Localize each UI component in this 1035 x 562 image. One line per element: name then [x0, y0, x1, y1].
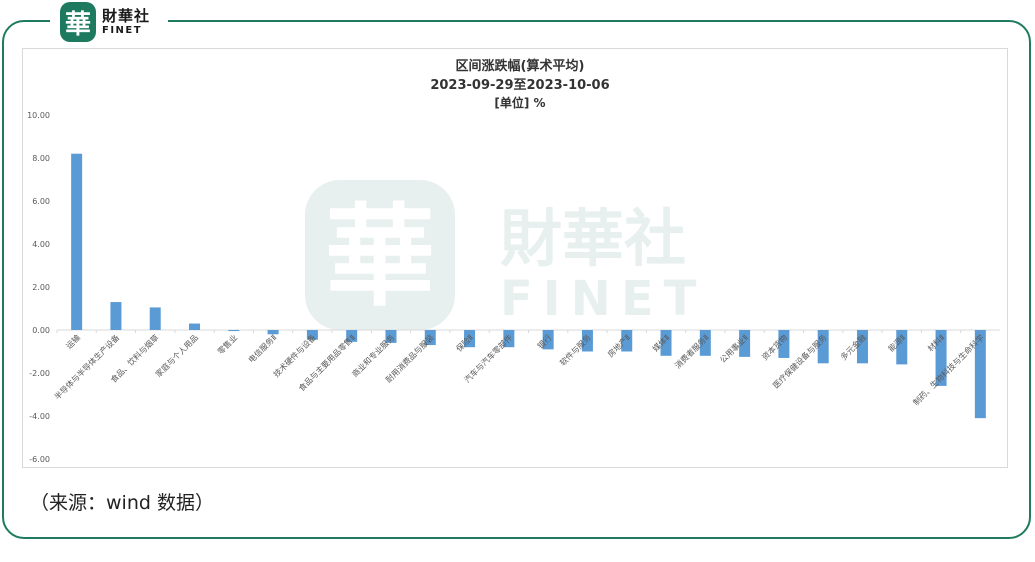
brand-seal-icon: 華: [60, 2, 96, 42]
x-tick-label: 运输: [64, 332, 82, 350]
bar: [149, 307, 161, 330]
bar: [189, 323, 201, 330]
chart-area: [22, 48, 1008, 468]
bar: [817, 330, 829, 364]
svg-text:華: 華: [325, 193, 435, 321]
bar: [896, 330, 908, 365]
y-tick-label: -4.00: [29, 412, 50, 421]
y-tick-label: 8.00: [32, 154, 50, 163]
y-tick-label: 2.00: [32, 283, 50, 292]
brand-logo: 華 財華社 FINET: [50, 0, 168, 44]
y-tick-label: 0.00: [32, 326, 50, 335]
brand-name-en: FINET: [102, 24, 143, 36]
bar: [503, 330, 515, 348]
bar: [739, 330, 751, 357]
bar: [660, 330, 672, 356]
bar: [621, 330, 633, 352]
x-tick-label: 半导体与半导体生产设备: [52, 332, 121, 401]
bar: [110, 302, 122, 330]
bar: [581, 330, 593, 352]
watermark-logo: 華 財華社 FINET: [305, 180, 706, 330]
bar: [424, 330, 436, 346]
svg-text:財華社: 財華社: [500, 202, 686, 275]
bar: [228, 330, 240, 332]
bar: [267, 330, 279, 335]
x-tick-label: 零售业: [215, 332, 239, 356]
chart-unit-label: [单位] %: [494, 95, 545, 110]
bar: [71, 153, 83, 330]
x-tick-label: 制药、生物科技与生命科学: [911, 332, 986, 407]
y-tick-label: 10.00: [27, 111, 50, 120]
bar: [542, 330, 554, 350]
bar: [385, 330, 397, 343]
y-tick-label: -2.00: [29, 369, 50, 378]
bar: [699, 330, 711, 356]
bar: [974, 330, 986, 419]
bar: [856, 330, 868, 364]
y-tick-label: 4.00: [32, 240, 50, 249]
y-tick-label: 6.00: [32, 197, 50, 206]
chart-subtitle: 2023-09-29至2023-10-06: [430, 78, 609, 93]
source-note: （来源：wind 数据）: [30, 492, 214, 514]
x-tick-label: 电信服务Ⅱ: [246, 332, 279, 365]
bar: [306, 330, 318, 340]
content-frame: [2, 20, 1031, 539]
brand-name-cn: 財華社: [102, 6, 151, 25]
y-tick-label: -6.00: [29, 455, 50, 464]
bar: [935, 330, 947, 386]
bar: [346, 330, 358, 342]
svg-text:FINET: FINET: [500, 271, 706, 327]
bar: [778, 330, 790, 358]
bar: [464, 330, 476, 348]
chart-title: 区间涨跌幅(算术平均): [456, 58, 585, 74]
